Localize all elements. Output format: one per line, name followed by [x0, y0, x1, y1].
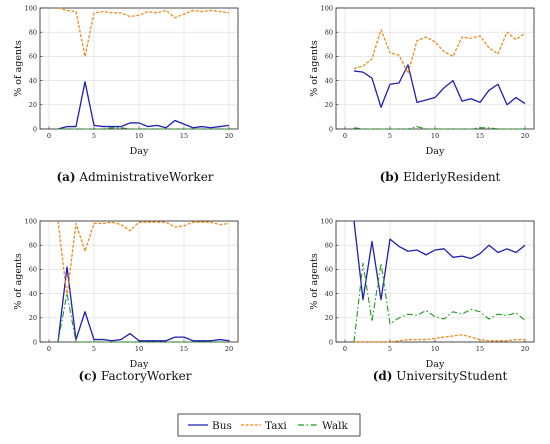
x-tick-label: 20: [521, 132, 529, 140]
chart-caption: (d) UniversityStudent: [373, 369, 508, 383]
x-tick-label: 10: [135, 132, 143, 140]
y-tick-label: 40: [29, 77, 37, 85]
series-line-taxi: [354, 334, 525, 343]
y-tick-label: 40: [325, 77, 333, 85]
x-axis-label: Day: [130, 359, 149, 370]
x-tick-label: 15: [476, 132, 484, 140]
x-tick-label: 0: [343, 132, 347, 140]
y-tick-label: 100: [25, 4, 37, 12]
x-tick-label: 20: [225, 345, 233, 353]
y-tick-label: 0: [329, 125, 333, 133]
x-tick-label: 10: [431, 345, 439, 353]
x-axis-label: Day: [130, 146, 149, 157]
y-tick-label: 0: [33, 125, 37, 133]
y-tick-label: 20: [325, 314, 333, 322]
x-tick-label: 0: [47, 132, 51, 140]
chart-captions: (a) AdministrativeWorker (b) ElderlyResid…: [56, 170, 507, 383]
y-tick-label: 20: [325, 101, 333, 109]
series-line-taxi: [57, 220, 230, 297]
y-tick-label: 60: [29, 266, 37, 274]
legend-label-bus: Bus: [212, 420, 232, 432]
x-tick-label: 20: [521, 345, 529, 353]
y-axis-label: % of agents: [13, 40, 24, 97]
caption-letter: (c): [78, 369, 97, 383]
caption-name: FactoryWorker: [97, 369, 192, 383]
y-tick-label: 60: [325, 53, 333, 61]
y-tick-label: 20: [29, 101, 37, 109]
y-tick-label: 20: [29, 314, 37, 322]
y-axis-label: % of agents: [309, 253, 320, 310]
y-tick-label: 0: [329, 338, 333, 346]
caption-name: ElderlyResident: [399, 170, 500, 184]
x-tick-label: 10: [135, 345, 143, 353]
y-tick-label: 80: [29, 29, 37, 37]
y-tick-label: 100: [25, 217, 37, 225]
legend-label-walk: Walk: [322, 420, 348, 432]
x-tick-label: 0: [343, 345, 347, 353]
caption-letter: (a): [56, 170, 75, 184]
series-line-walk: [58, 127, 229, 130]
series-line-bus: [57, 266, 230, 343]
y-tick-label: 60: [29, 53, 37, 61]
x-tick-label: 15: [180, 132, 188, 140]
y-tick-label: 80: [29, 242, 37, 250]
caption-name: AdministrativeWorker: [76, 170, 214, 184]
chart-panel-3: 0 5 10 15 20 0 20 40 60 80 100 Day % of agents: [13, 217, 239, 370]
chart-caption: (b) ElderlyResident: [380, 170, 501, 184]
x-tick-label: 5: [92, 132, 96, 140]
series-line-bus: [57, 81, 230, 130]
x-axis-label: Day: [426, 146, 445, 157]
series-line-taxi: [353, 29, 526, 74]
y-tick-label: 80: [325, 242, 333, 250]
chart-panel-2: 0 5 10 15 20 0 20 40 60 80 100 Day % of agents: [309, 4, 535, 157]
x-tick-label: 15: [180, 345, 188, 353]
y-tick-label: 40: [325, 290, 333, 298]
x-tick-label: 5: [388, 132, 392, 140]
x-tick-label: 20: [225, 132, 233, 140]
chart-caption: (c) FactoryWorker: [78, 369, 191, 383]
chart-panel-1: 0 5 10 15 20 0 20 40 60 80 100 Day % of agents: [13, 4, 239, 157]
legend-label-taxi: Taxi: [265, 420, 287, 432]
y-tick-label: 80: [325, 29, 333, 37]
caption-name: UniversityStudent: [392, 369, 507, 383]
x-tick-label: 0: [47, 345, 51, 353]
chart-caption: (a) AdministrativeWorker: [56, 170, 213, 184]
chart-panel-4: 0 5 10 15 20 0 20 40 60 80 100 Day % of agents: [309, 217, 535, 370]
legend: Bus Taxi Walk: [177, 413, 361, 437]
caption-letter: (d): [373, 369, 393, 383]
x-tick-label: 10: [431, 132, 439, 140]
caption-letter: (b): [380, 170, 400, 184]
x-tick-label: 5: [92, 345, 96, 353]
series-line-bus: [353, 220, 526, 301]
x-tick-label: 15: [476, 345, 484, 353]
series-line-walk: [353, 262, 526, 343]
series-line-walk: [57, 293, 229, 343]
y-tick-label: 60: [325, 266, 333, 274]
x-axis-label: Day: [426, 359, 445, 370]
y-tick-label: 100: [321, 4, 333, 12]
y-tick-label: 100: [321, 217, 333, 225]
legend-box: [177, 413, 361, 437]
series-line-walk: [353, 126, 525, 130]
series-line-bus: [353, 64, 526, 108]
y-axis-label: % of agents: [309, 40, 320, 97]
y-axis-label: % of agents: [13, 253, 24, 310]
x-tick-label: 5: [388, 345, 392, 353]
y-tick-label: 40: [29, 290, 37, 298]
y-tick-label: 0: [33, 338, 37, 346]
series-line-taxi: [57, 7, 230, 58]
